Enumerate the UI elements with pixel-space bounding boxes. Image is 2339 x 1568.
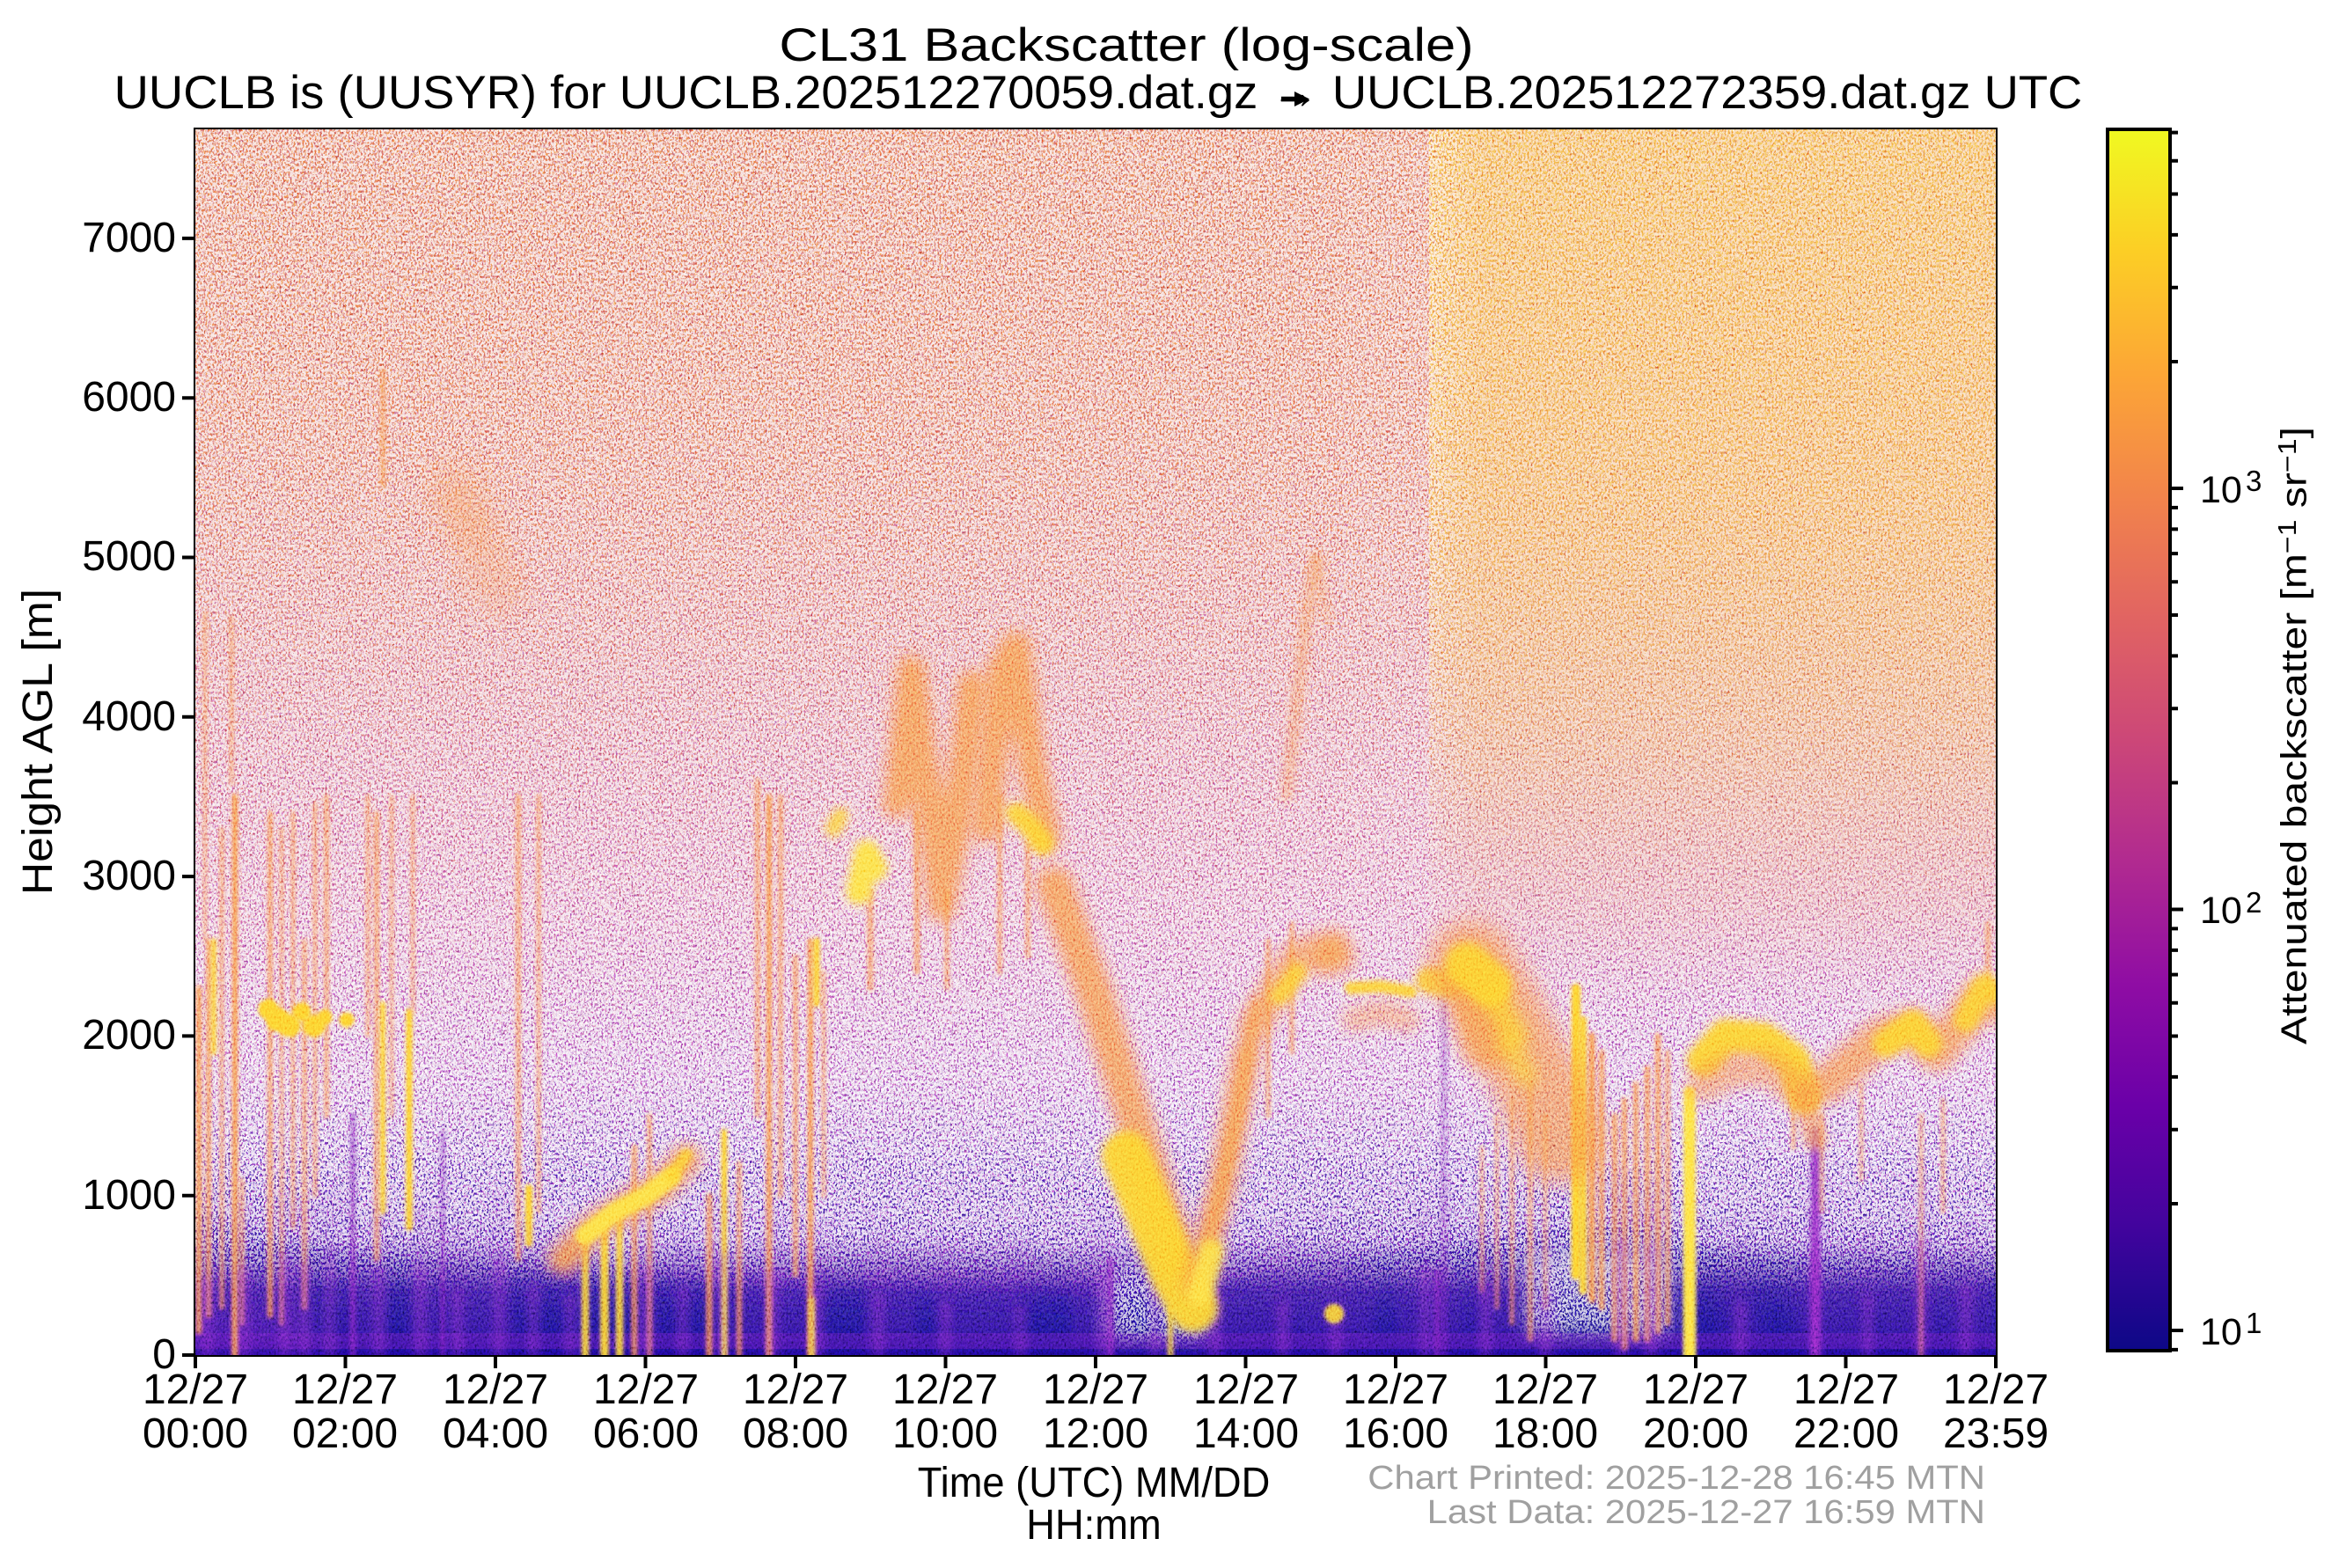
svg-text:Attenuated backscatter [m−1 sr: Attenuated backscatter [m−1 sr−1] xyxy=(2273,427,2313,1044)
